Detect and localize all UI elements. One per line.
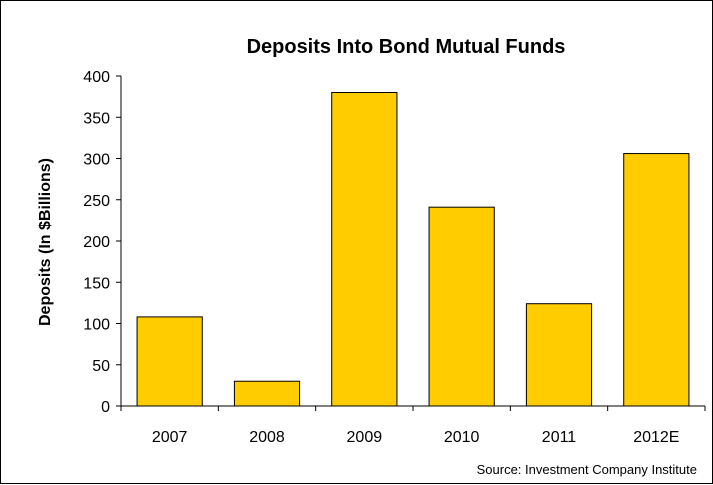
chart-title: Deposits Into Bond Mutual Funds — [247, 36, 566, 58]
y-tick-label: 200 — [83, 234, 110, 251]
y-tick-label: 300 — [83, 152, 110, 169]
plot-area: 0 50 100 150 200 250 300 350 400 2007 2008 2009 2010… — [83, 69, 706, 446]
y-tick-label: 50 — [92, 358, 110, 375]
bar-2008 — [233, 380, 301, 407]
bar-2012E — [623, 153, 690, 407]
x-tick-label: 2009 — [347, 429, 383, 446]
x-tick-label: 2010 — [444, 429, 480, 446]
x-tick-label: 2008 — [249, 429, 285, 446]
bar-2007 — [136, 316, 203, 407]
x-tick-label: 2011 — [542, 429, 577, 446]
y-tick-label: 250 — [83, 193, 110, 210]
y-tick-label: 0 — [101, 399, 110, 416]
bar-2010 — [428, 206, 495, 407]
y-tick-label: 100 — [83, 317, 110, 334]
y-axis-label: Deposits (In $Billions) — [37, 158, 54, 326]
x-tick-label: 2007 — [152, 429, 188, 446]
x-tick-label: 2012E — [633, 429, 679, 446]
y-tick-label: 400 — [83, 69, 110, 86]
bar-2011 — [525, 303, 593, 407]
y-tick-label: 150 — [83, 275, 110, 292]
source-note: Source: Investment Company Institute — [477, 462, 697, 477]
bar-2009 — [331, 92, 398, 407]
y-tick-label: 350 — [83, 110, 110, 127]
